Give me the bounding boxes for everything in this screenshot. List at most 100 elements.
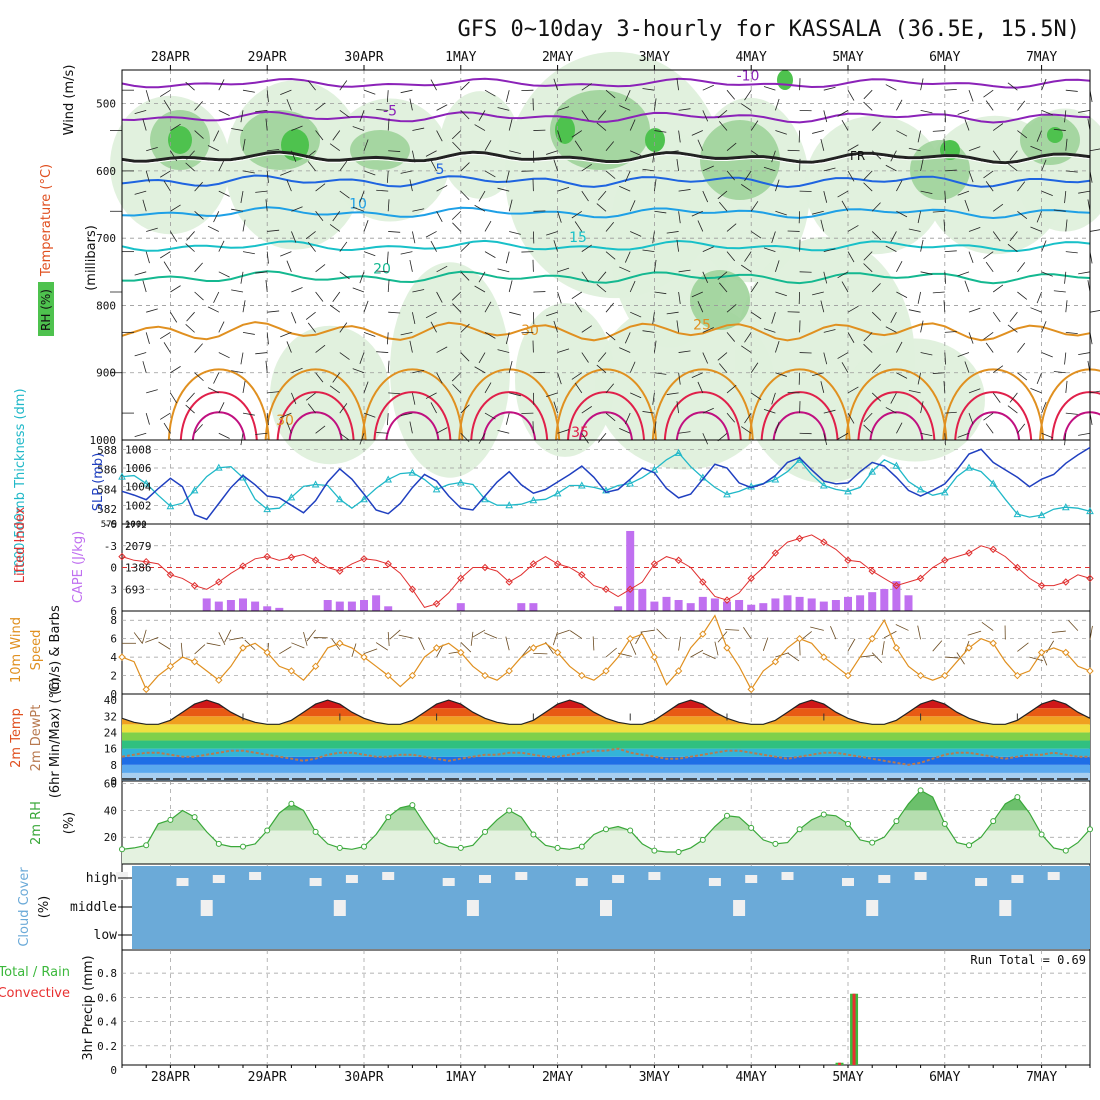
wind-barb xyxy=(581,325,592,333)
wind-barb xyxy=(194,372,204,382)
date-label-bottom: 4MAY xyxy=(736,1070,767,1085)
thickness-point xyxy=(384,475,393,483)
wind-barb-10m xyxy=(895,624,909,631)
date-label-top: 7MAY xyxy=(1026,50,1057,65)
wind-barb xyxy=(702,190,709,203)
lifted-index-axis-label: Lifted Index xyxy=(13,506,28,583)
wind-barb-10m xyxy=(218,632,226,646)
rh-area-dark xyxy=(1047,127,1063,143)
thickness-point xyxy=(311,480,320,488)
wind-barb xyxy=(571,130,583,138)
wind-barb-10m xyxy=(810,626,824,631)
wind-barb xyxy=(508,360,513,373)
wind-barb xyxy=(315,183,326,192)
dewpoint-line xyxy=(121,747,1090,766)
thickness-tick-label: 584 xyxy=(97,483,117,496)
wind-barb xyxy=(964,280,970,293)
wind-barb xyxy=(619,266,631,273)
wind-barb xyxy=(484,301,492,313)
wind-barb xyxy=(932,210,945,213)
wind-barb xyxy=(231,289,244,293)
cloud-gap xyxy=(333,900,346,916)
thickness-point xyxy=(868,467,877,475)
wind-barb xyxy=(697,301,704,313)
cape-bar xyxy=(868,592,877,611)
temp-band xyxy=(122,724,1090,733)
wind-barb xyxy=(265,199,268,212)
wind-barb xyxy=(134,109,147,115)
wind-barb xyxy=(885,326,897,333)
wind-barb-10m xyxy=(133,632,143,644)
thickness-point xyxy=(916,485,925,493)
wind-barb xyxy=(775,179,780,192)
wind-barb xyxy=(436,291,443,303)
wind-barb xyxy=(451,210,462,220)
panel-cape: -6 -3 0 3 6 2772 2079 1386 693 xyxy=(104,518,1094,618)
wind-barb xyxy=(286,179,292,192)
wind-barb xyxy=(194,424,203,434)
wind-barb xyxy=(291,150,297,163)
wind-barb xyxy=(332,291,341,302)
slp-tick-label: 1004 xyxy=(125,481,152,494)
wind-barb xyxy=(430,240,437,252)
wind-barb xyxy=(771,312,776,324)
wind-barb xyxy=(943,219,946,232)
wind-barb xyxy=(546,392,558,397)
wind-barb xyxy=(763,247,776,253)
wind-barb xyxy=(775,372,787,377)
wind-barb-10m xyxy=(605,647,617,658)
lifted-index-point xyxy=(916,574,925,583)
lifted-index-point xyxy=(505,578,513,586)
wind-barb-10m xyxy=(629,641,637,655)
rh-area-light xyxy=(440,91,520,199)
wind-barb xyxy=(574,140,583,151)
wind-barb xyxy=(718,121,728,131)
isotherm-35-loop xyxy=(179,391,258,441)
isotherm-35-loop xyxy=(373,391,452,441)
wind-speed-point xyxy=(118,653,126,661)
wind-barb xyxy=(920,159,924,171)
wind-speed-point xyxy=(215,676,223,684)
temp-line xyxy=(121,699,1091,725)
cape-bar xyxy=(662,596,671,611)
wind-barb xyxy=(619,347,631,353)
wind-barb xyxy=(339,271,350,280)
wind-barb xyxy=(291,312,297,324)
precip-convective-bar xyxy=(852,993,856,1065)
wind-barb xyxy=(823,167,836,172)
thickness-point xyxy=(118,472,126,480)
wind-barb xyxy=(484,412,496,420)
rh2m-point xyxy=(869,839,876,846)
rh-tick-label: 20 xyxy=(104,831,117,844)
wind-barb xyxy=(218,432,230,439)
wind-axis-label-a: 10m Wind xyxy=(9,617,24,683)
cloud-gap xyxy=(975,878,988,886)
wind-barb xyxy=(863,170,873,180)
wind-barb xyxy=(964,199,970,212)
wind-barb xyxy=(890,392,897,404)
isotherm-label: 30 xyxy=(521,323,539,339)
isotherm-40-loop xyxy=(385,411,440,441)
wind-barb xyxy=(666,311,679,315)
wind-barb xyxy=(896,291,908,298)
wind-barb xyxy=(652,231,655,244)
temp-band xyxy=(122,740,1090,749)
slp-tick-label: 1006 xyxy=(125,462,152,475)
wind-barb xyxy=(231,208,244,212)
rh-area-dark xyxy=(777,70,793,90)
wind-barb xyxy=(823,409,836,414)
wind-barb xyxy=(871,311,882,321)
wind-barb xyxy=(1007,243,1018,252)
wind-barb xyxy=(359,190,365,203)
wind-barb xyxy=(1017,423,1026,434)
rh-area-dark xyxy=(555,116,575,144)
wind-barb xyxy=(642,330,655,333)
wind-barb xyxy=(339,352,350,360)
wind-barb xyxy=(605,332,616,341)
wind-barb xyxy=(280,331,292,338)
wind-barb xyxy=(847,386,859,394)
wind-barb xyxy=(460,110,470,120)
temp-min-mark: I xyxy=(629,712,632,723)
wind-barb xyxy=(425,231,437,238)
wind-barb xyxy=(1017,181,1026,192)
